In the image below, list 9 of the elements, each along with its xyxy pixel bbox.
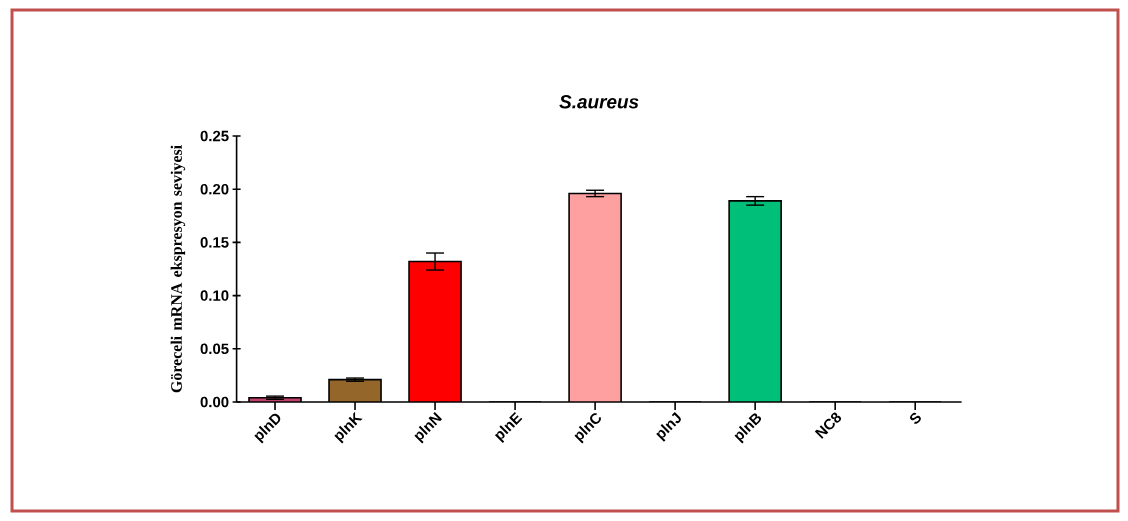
- y-tick-label: 0.05: [200, 343, 229, 355]
- chart-title: S.aureus: [559, 95, 639, 109]
- y-tick-label: 0.10: [200, 290, 229, 301]
- y-tick-label: 0.15: [200, 237, 229, 248]
- y-tick-label: 0.20: [200, 183, 229, 195]
- x-tick-label: S: [910, 412, 921, 424]
- y-tick-label: 0.00: [200, 396, 229, 408]
- y-tick-label: 0.25: [200, 130, 229, 142]
- y-axis-title: Göreceli mRNA ekspresyon seviyesi: [170, 145, 186, 393]
